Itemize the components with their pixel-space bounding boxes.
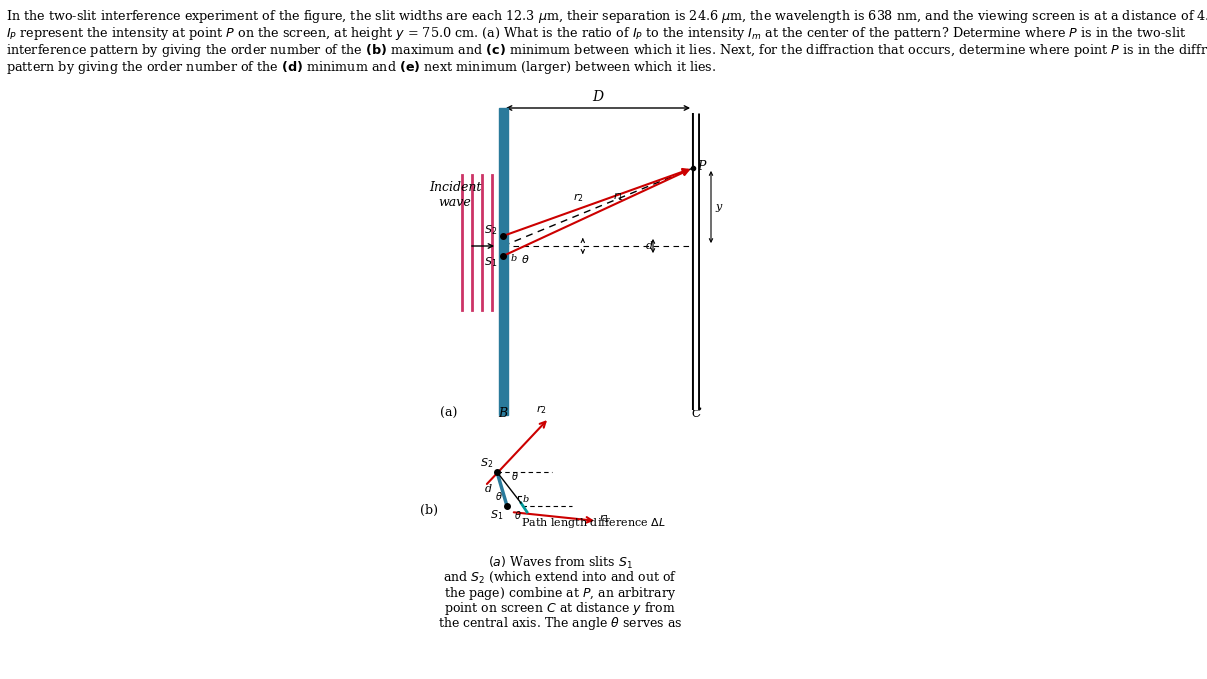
Text: interference pattern by giving the order number of the $\mathbf{(b)}$ maximum an: interference pattern by giving the order… (6, 42, 1207, 59)
Text: y: y (715, 202, 722, 212)
Text: $r_2$: $r_2$ (573, 191, 583, 204)
Text: $S_2$: $S_2$ (480, 456, 492, 470)
Text: D: D (593, 90, 604, 104)
Text: b: b (523, 495, 529, 504)
Text: $r_1$: $r_1$ (599, 513, 610, 526)
Text: (a): (a) (441, 407, 457, 420)
Text: (b): (b) (420, 504, 438, 517)
Text: d: d (646, 241, 653, 251)
Text: P: P (696, 160, 705, 172)
Text: and $S_2$ (which extend into and out of: and $S_2$ (which extend into and out of (443, 570, 677, 585)
Text: $\theta$: $\theta$ (514, 509, 521, 521)
Text: $S_1$: $S_1$ (490, 508, 503, 521)
Text: B: B (498, 407, 508, 420)
Text: the page) combine at $P$, an arbitrary: the page) combine at $P$, an arbitrary (444, 585, 676, 602)
Text: $\theta$: $\theta$ (521, 253, 530, 265)
Text: $r_1$: $r_1$ (613, 190, 624, 203)
Text: d: d (485, 484, 492, 494)
Text: b: b (511, 254, 518, 263)
Text: $(a)$ Waves from slits $S_1$: $(a)$ Waves from slits $S_1$ (488, 555, 632, 571)
Text: $I_P$ represent the intensity at point $P$ on the screen, at height $y$ = 75.0 c: $I_P$ represent the intensity at point $… (6, 25, 1186, 42)
Text: Incident
wave: Incident wave (428, 181, 482, 209)
Text: $\theta$: $\theta$ (511, 470, 519, 482)
Text: the central axis. The angle $\theta$ serves as: the central axis. The angle $\theta$ ser… (438, 615, 682, 632)
Text: Path length difference $\Delta L$: Path length difference $\Delta L$ (521, 516, 666, 530)
Bar (498, 108, 508, 415)
Text: C: C (692, 407, 701, 420)
Text: pattern by giving the order number of the $\mathbf{(d)}$ minimum and $\mathbf{(e: pattern by giving the order number of th… (6, 59, 717, 76)
Text: In the two-slit interference experiment of the figure, the slit widths are each : In the two-slit interference experiment … (6, 8, 1207, 25)
Text: $S_2$: $S_2$ (484, 223, 497, 237)
Text: $r_2$: $r_2$ (536, 403, 547, 416)
Text: point on screen $C$ at distance $y$ from: point on screen $C$ at distance $y$ from (444, 600, 676, 617)
Text: $S_1$: $S_1$ (484, 255, 497, 269)
Text: $\theta$: $\theta$ (495, 490, 503, 502)
